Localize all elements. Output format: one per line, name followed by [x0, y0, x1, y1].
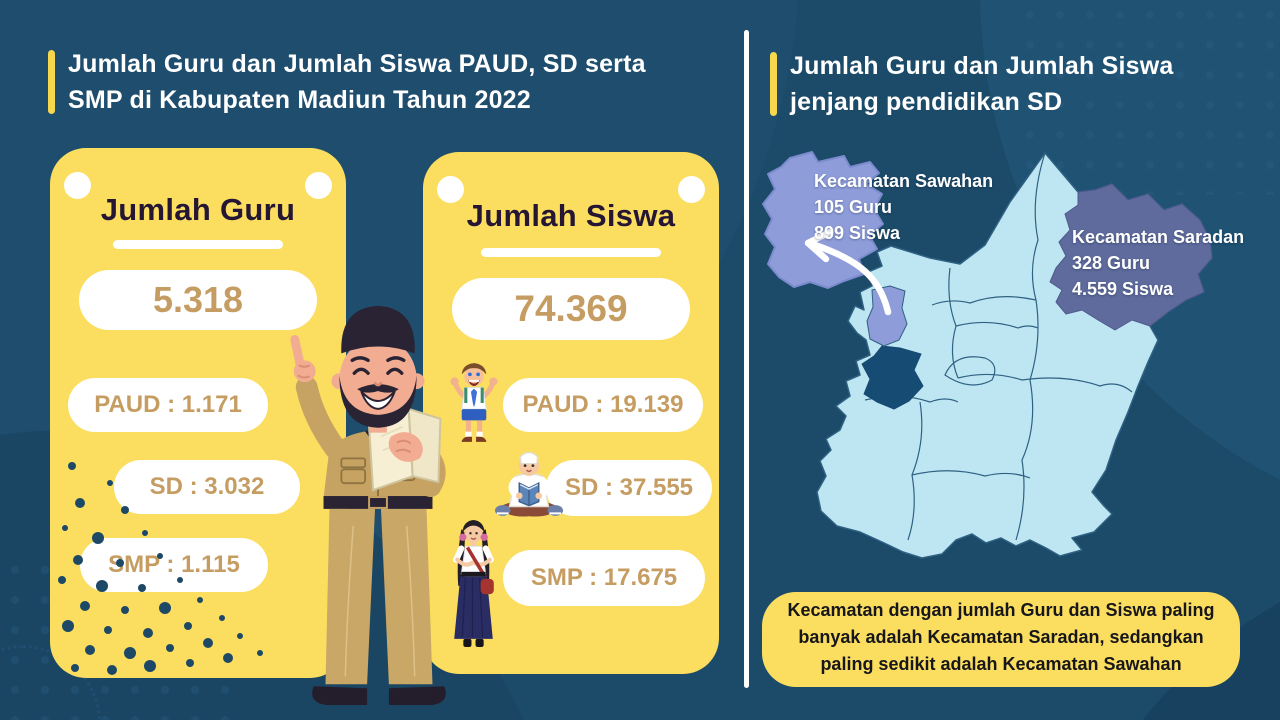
heading-underline: [481, 248, 661, 257]
reading-boy-illustration: [494, 451, 564, 517]
saradan-guru: 328 Guru: [1072, 253, 1151, 273]
sawahan-siswa: 899 Siswa: [814, 223, 901, 243]
card-corner-dot: [437, 176, 464, 203]
right-title-accent-bar: [770, 52, 777, 116]
map-region-saradan: [1049, 183, 1213, 331]
guru-sd-pill: SD : 3.032: [114, 460, 300, 514]
guru-card-heading: Jumlah Guru: [100, 192, 296, 227]
heading-underline: [113, 240, 283, 249]
student-girl-illustration: [453, 520, 494, 647]
note-line1: Kecamatan dengan jumlah Guru dan Siswa p…: [787, 600, 1215, 620]
cheering-boy-illustration: [450, 363, 498, 442]
right-panel-title: Jumlah Guru dan Jumlah Siswa jenjang pen…: [790, 48, 1173, 120]
card-corner-dot: [64, 172, 91, 199]
saradan-name: Kecamatan Saradan: [1072, 227, 1245, 247]
sawahan-label: Kecamatan Sawahan 105 Guru 899 Siswa: [814, 168, 993, 246]
polka-dots-decoration: [58, 462, 263, 675]
saradan-siswa: 4.559 Siswa: [1072, 279, 1174, 299]
right-title-line2: jenjang pendidikan SD: [790, 88, 1063, 116]
saradan-label: Kecamatan Saradan 328 Guru 4.559 Siswa: [1072, 224, 1244, 302]
siswa-sd-pill: SD : 37.555: [546, 460, 712, 516]
siswa-paud-pill: PAUD : 19.139: [503, 378, 703, 432]
right-title-line1: Jumlah Guru dan Jumlah Siswa: [790, 52, 1174, 80]
map-arrow-icon: [804, 228, 892, 316]
section-divider: [744, 30, 749, 688]
card-corner-dot: [305, 172, 332, 199]
guru-paud-pill: PAUD : 1.171: [68, 378, 268, 432]
kabupaten-madiun-map: [762, 151, 1213, 559]
left-panel-title: Jumlah Guru dan Jumlah Siswa PAUD, SD se…: [68, 46, 646, 118]
siswa-total-pill: 74.369: [452, 278, 690, 340]
card-corner-dot: [678, 176, 705, 203]
sawahan-guru: 105 Guru: [814, 197, 893, 217]
siswa-card-heading: Jumlah Siswa: [466, 198, 676, 233]
left-title-line1: Jumlah Guru dan Jumlah Siswa PAUD, SD se…: [68, 50, 646, 78]
note-line3: paling sedikit adalah Kecamatan Sawahan: [820, 654, 1182, 674]
left-title-accent-bar: [48, 50, 55, 114]
dot-pattern-top-right: [1015, 0, 1280, 195]
guru-card: Jumlah Guru 5.318 PAUD : 1.171 SD : 3.03…: [50, 148, 346, 678]
left-title-line2: SMP di Kabupaten Madiun Tahun 2022: [68, 86, 531, 114]
siswa-smp-pill: SMP : 17.675: [503, 550, 705, 606]
guru-total-pill: 5.318: [79, 270, 317, 330]
district-boundaries: [864, 152, 1133, 541]
sawahan-name: Kecamatan Sawahan: [814, 171, 994, 191]
conclusion-note: Kecamatan dengan jumlah Guru dan Siswa p…: [762, 592, 1240, 687]
note-line2: banyak adalah Kecamatan Saradan, sedangk…: [798, 627, 1204, 647]
map-region-sawahan: [866, 285, 908, 347]
map-region-excluded: [861, 345, 924, 410]
guru-smp-pill: SMP : 1.115: [80, 538, 268, 592]
teacher-illustration: [290, 305, 446, 706]
